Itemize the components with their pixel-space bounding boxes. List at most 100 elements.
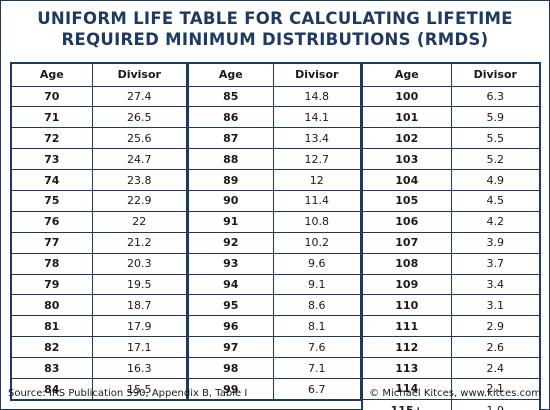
divisor-cell: 6.3 — [450, 86, 539, 108]
age-header: Age — [189, 64, 273, 87]
table-row: 73 24.7 — [12, 148, 186, 171]
age-cell: 85 — [189, 86, 273, 108]
age-cell: 71 — [12, 106, 92, 129]
divisor-cell: 15.5 — [91, 378, 186, 400]
table-row: 90 11.4 — [189, 190, 360, 212]
table-row: 111 2.9 — [363, 315, 539, 338]
divisor-cell: 8.6 — [272, 294, 360, 317]
table-header-row: Age Divisor — [12, 64, 186, 87]
table-row: 112 2.6 — [363, 336, 539, 359]
age-cell: 95 — [189, 294, 273, 317]
age-cell: 80 — [12, 294, 92, 317]
table-row: 102 5.5 — [363, 127, 539, 150]
table-row: 108 3.7 — [363, 253, 539, 275]
age-cell: 91 — [189, 211, 273, 233]
table-row: 91 10.8 — [189, 211, 360, 233]
table-row: 113 2.4 — [363, 357, 539, 379]
divisor-cell: 6.7 — [272, 378, 360, 400]
divisor-cell: 3.4 — [450, 274, 539, 296]
table-row: 106 4.2 — [363, 211, 539, 233]
age-cell: 96 — [189, 315, 273, 338]
age-cell: 74 — [12, 169, 92, 191]
divisor-cell: 16.3 — [91, 357, 186, 379]
divisor-cell: 12 — [272, 169, 360, 191]
age-cell: 106 — [363, 211, 451, 233]
table-row: 85 14.8 — [189, 86, 360, 108]
title-line-1: UNIFORM LIFE TABLE FOR CALCULATING LIFET… — [37, 9, 513, 28]
divisor-cell: 9.1 — [272, 274, 360, 296]
age-cell: 77 — [12, 232, 92, 254]
age-cell: 82 — [12, 336, 92, 359]
age-cell: 114 — [363, 378, 451, 400]
life-table-ages-70-84: Age Divisor 70 27.4 71 26.5 72 25.6 73 24.7 74 23… — [10, 62, 188, 402]
divisor-cell: 14.8 — [272, 86, 360, 108]
age-cell: 87 — [189, 127, 273, 150]
page-title: UNIFORM LIFE TABLE FOR CALCULATING LIFET… — [0, 8, 550, 50]
table-header-row: Age Divisor — [189, 64, 360, 87]
table-row: 100 6.3 — [363, 86, 539, 108]
divisor-cell: 2.4 — [450, 357, 539, 379]
divisor-cell: 5.2 — [450, 148, 539, 171]
age-cell: 90 — [189, 190, 273, 212]
divisor-cell: 8.1 — [272, 315, 360, 338]
age-cell: 76 — [12, 211, 92, 233]
divisor-cell: 13.4 — [272, 127, 360, 150]
divisor-cell: 17.1 — [91, 336, 186, 359]
table-row: 72 25.6 — [12, 127, 186, 150]
table-row: 104 4.9 — [363, 169, 539, 191]
age-cell: 70 — [12, 86, 92, 108]
age-cell: 73 — [12, 148, 92, 171]
title-line-2: REQUIRED MINIMUM DISTRIBUTIONS (RMDS) — [61, 30, 489, 49]
age-cell: 99 — [223, 382, 239, 396]
age-cell: 89 — [189, 169, 273, 191]
divisor-cell: 11.4 — [272, 190, 360, 212]
table-row: 83 16.3 — [12, 357, 186, 379]
table-row: 97 7.6 — [189, 336, 360, 359]
divisor-cell: 4.2 — [450, 211, 539, 233]
divisor-cell: 5.5 — [450, 127, 539, 150]
divisor-cell: 2.9 — [450, 315, 539, 338]
divisor-cell: 1.9 — [450, 399, 539, 410]
age-cell: 84 — [44, 382, 60, 396]
divisor-cell: 2.6 — [450, 336, 539, 359]
divisor-cell: 4.5 — [450, 190, 539, 212]
age-cell: 110 — [363, 294, 451, 317]
table-row: 70 27.4 — [12, 86, 186, 108]
table-row: 74 23.8 — [12, 169, 186, 191]
table-row: 115+1.9 — [363, 399, 539, 410]
life-table-ages-100-115: Age Divisor 100 6.3 101 5.9 102 5.5 103 5.2 104 4… — [361, 62, 541, 410]
age-cell: 94 — [189, 274, 273, 296]
age-cell: 75 — [12, 190, 92, 212]
table-row: 95 8.6 — [189, 294, 360, 317]
age-cell: 108 — [363, 253, 451, 275]
divisor-cell: 27.4 — [91, 86, 186, 108]
age-cell: 103 — [363, 148, 451, 171]
divisor-cell: 2.1 — [450, 378, 539, 400]
age-cell: 112 — [363, 336, 451, 359]
table-row: 93 9.6 — [189, 253, 360, 275]
divisor-cell: 26.5 — [91, 106, 186, 129]
age-cell: 102 — [363, 127, 451, 150]
table-row: 86 14.1 — [189, 106, 360, 129]
divisor-cell: 7.1 — [272, 357, 360, 379]
life-table-ages-85-99: Age Divisor 85 14.8 86 14.1 87 13.4 88 12.7 89 12… — [187, 62, 362, 402]
age-cell: 109 — [363, 274, 451, 296]
divisor-cell: 7.6 — [272, 336, 360, 359]
table-row: 75 22.9 — [12, 190, 186, 212]
copyright-credit: © Michael Kitces, www.kitces.com — [369, 388, 541, 399]
age-cell: 105 — [363, 190, 451, 212]
divisor-cell: 19.5 — [91, 274, 186, 296]
divisor-cell: 3.9 — [450, 232, 539, 254]
table-row: 87 13.4 — [189, 127, 360, 150]
divisor-cell: 12.7 — [272, 148, 360, 171]
divisor-cell: 10.2 — [272, 232, 360, 254]
table-row: 110 3.1 — [363, 294, 539, 317]
table-row: 99 6.7 — [189, 378, 360, 400]
table-row: 84 15.5 — [12, 378, 186, 400]
divisor-cell: 3.7 — [450, 253, 539, 275]
divisor-cell: 23.8 — [91, 169, 186, 191]
divisor-header: Divisor — [272, 64, 360, 87]
age-cell: 81 — [12, 315, 92, 338]
table-row: 77 21.2 — [12, 232, 186, 254]
divisor-cell: 17.9 — [91, 315, 186, 338]
